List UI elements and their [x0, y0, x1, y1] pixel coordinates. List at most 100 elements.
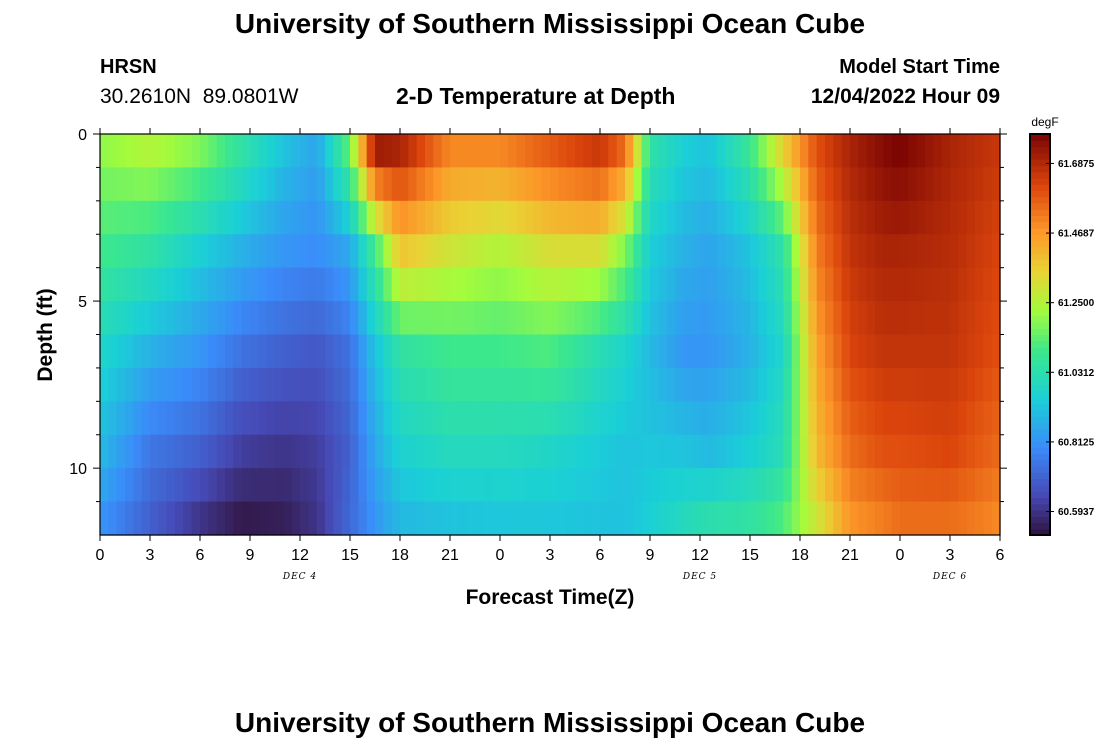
heatmap-cell	[425, 434, 434, 469]
heatmap-cell	[258, 367, 268, 402]
heatmap-cell	[916, 234, 926, 269]
heatmap-cell	[541, 234, 551, 269]
heatmap-cell	[983, 468, 993, 503]
heatmap-cell	[475, 200, 484, 235]
heatmap-cell	[800, 267, 809, 302]
heatmap-cell	[958, 334, 968, 369]
heatmap-cell	[875, 501, 884, 536]
heatmap-cell	[350, 468, 359, 503]
x-tick-label: 21	[441, 547, 459, 564]
heatmap-cell	[241, 167, 251, 202]
heatmap-cell	[258, 334, 268, 369]
heatmap-cell	[450, 234, 459, 269]
heatmap-cell	[408, 334, 418, 369]
heatmap-cell	[716, 334, 726, 369]
heatmap-cell	[958, 434, 968, 469]
heatmap-cell	[816, 468, 826, 503]
heatmap-cell	[458, 468, 468, 503]
heatmap-cell	[450, 434, 459, 469]
colorbar-segment	[1030, 453, 1050, 461]
heatmap-cell	[591, 401, 601, 436]
heatmap-cell	[341, 501, 351, 536]
heatmap-cell	[975, 334, 984, 369]
heatmap-cell	[800, 234, 809, 269]
heatmap-cell	[983, 167, 993, 202]
colorbar-tick-label: 61.2500	[1058, 298, 1095, 309]
heatmap-cell	[975, 367, 984, 402]
heatmap-cell	[216, 167, 226, 202]
heatmap-cell	[966, 301, 976, 336]
heatmap-cell	[525, 234, 534, 269]
heatmap-cell	[908, 234, 918, 269]
heatmap-cell	[658, 301, 668, 336]
heatmap-cell	[275, 301, 284, 336]
heatmap-cell	[608, 167, 618, 202]
heatmap-cell	[816, 134, 826, 169]
heatmap-cell	[700, 200, 709, 235]
heatmap-cell	[791, 134, 801, 169]
heatmap-cell	[650, 200, 659, 235]
heatmap-cell	[550, 434, 559, 469]
heatmap-cell	[491, 134, 501, 169]
heatmap-cell	[425, 468, 434, 503]
heatmap-cell	[200, 267, 209, 302]
heatmap-cell	[233, 200, 243, 235]
heatmap-cell	[141, 367, 151, 402]
heatmap-cell	[800, 401, 809, 436]
heatmap-cell	[725, 501, 734, 536]
heatmap-cell	[825, 434, 834, 469]
heatmap-cell	[566, 367, 576, 402]
heatmap-cell	[550, 334, 559, 369]
heatmap-cell	[508, 468, 518, 503]
heatmap-cell	[991, 267, 1001, 302]
heatmap-cell	[516, 401, 526, 436]
heatmap-cell	[766, 267, 776, 302]
heatmap-cell	[900, 200, 909, 235]
heatmap-cell	[716, 301, 726, 336]
heatmap-cell	[216, 267, 226, 302]
heatmap-cell	[633, 468, 643, 503]
heatmap-cell	[191, 434, 201, 469]
heatmap-cell	[566, 134, 576, 169]
heatmap-cell	[116, 167, 126, 202]
heatmap-cell	[775, 434, 784, 469]
heatmap-cell	[875, 200, 884, 235]
heatmap-cell	[575, 501, 584, 536]
heatmap-cell	[941, 367, 951, 402]
heatmap-cell	[533, 134, 543, 169]
heatmap-cell	[300, 401, 309, 436]
heatmap-cell	[608, 301, 618, 336]
y-axis-title: Depth (ft)	[34, 288, 57, 381]
heatmap-cell	[108, 468, 118, 503]
heatmap-cell	[758, 401, 768, 436]
heatmap-cell	[275, 134, 284, 169]
heatmap-cell	[566, 200, 576, 235]
heatmap-cell	[516, 468, 526, 503]
heatmap-cell	[216, 234, 226, 269]
colorbar-segment	[1030, 497, 1050, 505]
colorbar-segment	[1030, 491, 1050, 499]
heatmap-cell	[400, 501, 409, 536]
heatmap-cell	[775, 267, 784, 302]
heatmap-cell	[391, 501, 401, 536]
heatmap-cell	[250, 468, 259, 503]
heatmap-cell	[841, 334, 851, 369]
heatmap-cell	[625, 134, 634, 169]
heatmap-cell	[650, 468, 659, 503]
colorbar-segment	[1030, 290, 1050, 298]
heatmap-cell	[525, 134, 534, 169]
heatmap-cell	[141, 234, 151, 269]
heatmap-cell	[200, 501, 209, 536]
heatmap-cell	[933, 301, 943, 336]
heatmap-cell	[591, 434, 601, 469]
heatmap-cell	[108, 200, 118, 235]
colorbar-segment	[1030, 303, 1050, 311]
heatmap-cell	[725, 434, 734, 469]
heatmap-cell	[850, 468, 859, 503]
heatmap-cell	[641, 401, 651, 436]
heatmap-cell	[716, 401, 726, 436]
heatmap-cell	[191, 234, 201, 269]
heatmap-cell	[500, 468, 509, 503]
heatmap-cell	[125, 468, 134, 503]
heatmap-cell	[883, 434, 893, 469]
